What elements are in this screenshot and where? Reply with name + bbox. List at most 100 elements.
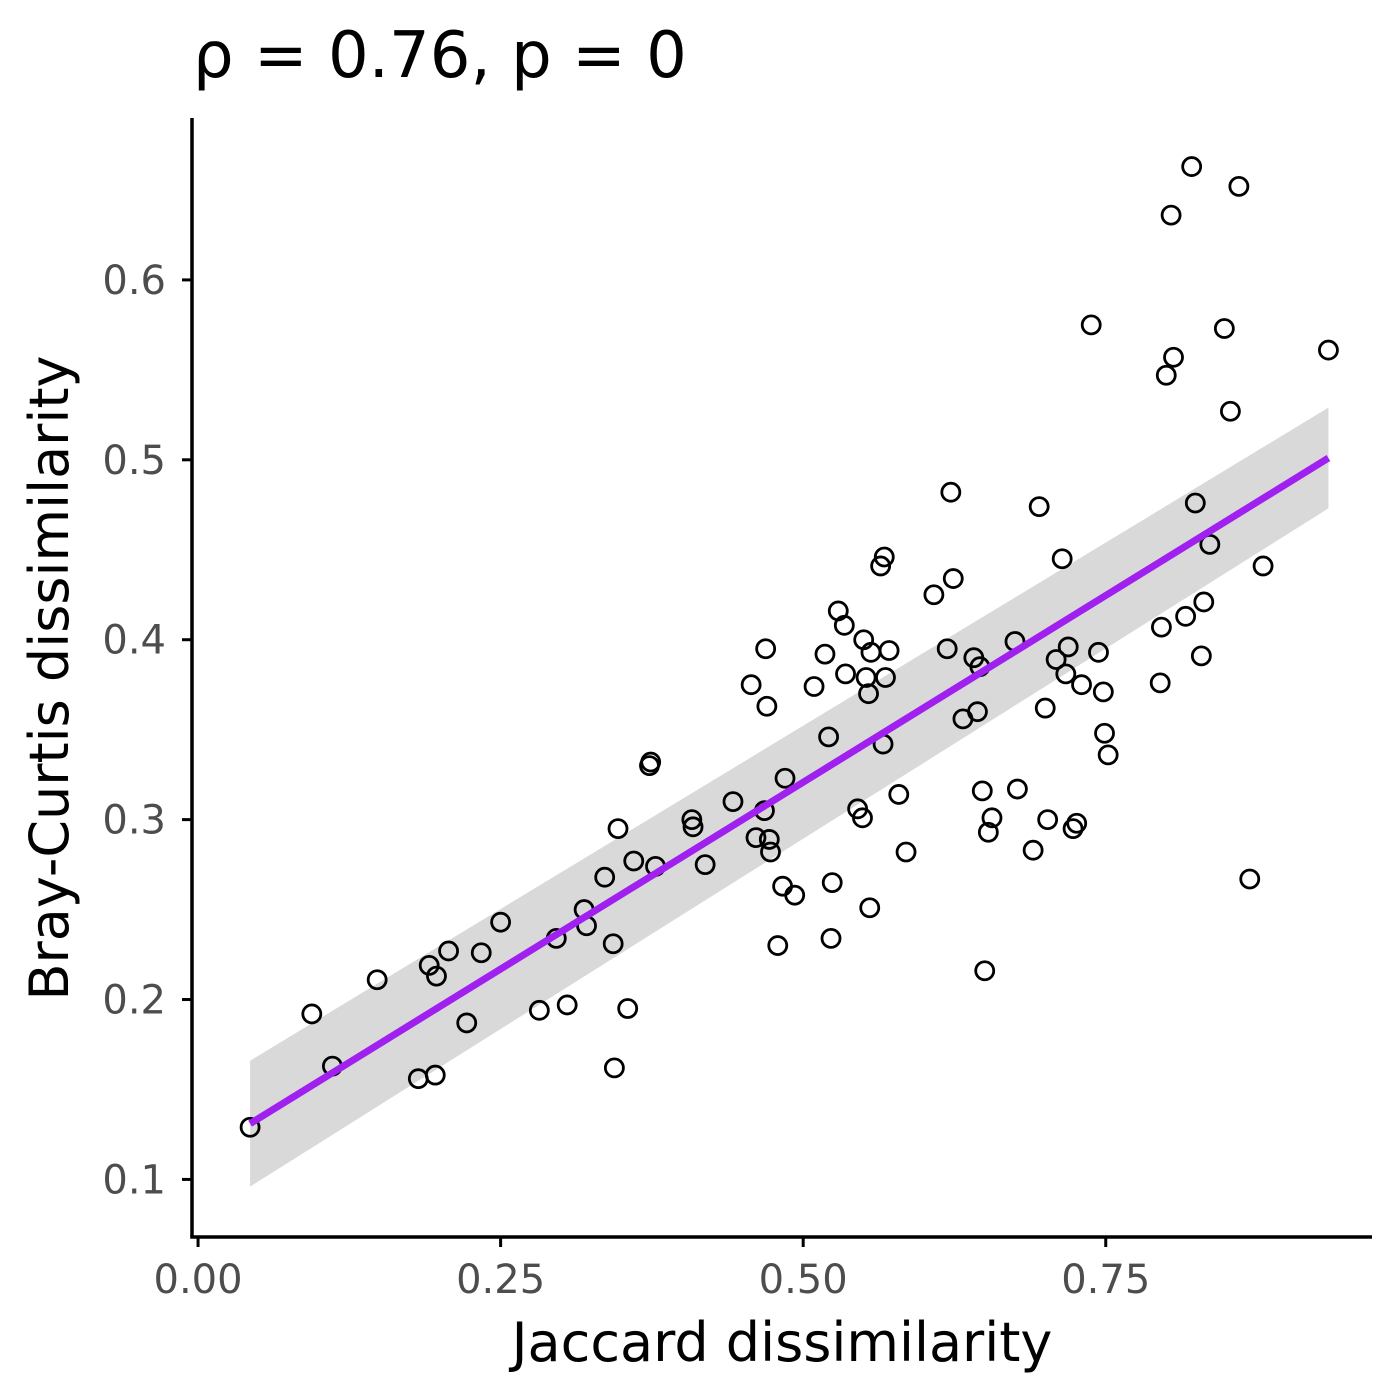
data-point xyxy=(977,821,999,843)
data-point xyxy=(767,935,789,956)
data-point xyxy=(1184,492,1206,514)
data-point xyxy=(940,481,962,503)
confidence-band xyxy=(250,407,1329,1187)
chart-title: ρ = 0.76, p = 0 xyxy=(193,19,687,93)
data-point xyxy=(528,999,550,1021)
y-tick-label: 0.4 xyxy=(102,618,166,664)
data-point xyxy=(895,841,917,863)
data-point xyxy=(784,884,806,906)
data-point xyxy=(803,676,825,697)
data-point xyxy=(623,850,645,872)
data-point xyxy=(681,809,703,831)
data-point xyxy=(1151,616,1172,638)
data-point xyxy=(1034,697,1056,719)
data-point xyxy=(1228,175,1250,197)
y-tick-label: 0.1 xyxy=(102,1157,166,1203)
y-axis-title: Bray-Curtis dissimilarity xyxy=(18,355,81,1000)
data-point xyxy=(556,994,578,1016)
data-point xyxy=(1071,674,1092,696)
data-point xyxy=(974,960,996,982)
data-point xyxy=(1149,672,1171,694)
data-point xyxy=(858,683,879,705)
data-point xyxy=(1190,645,1212,667)
regression-line xyxy=(248,455,1331,1127)
data-point xyxy=(755,638,777,660)
data-point xyxy=(923,584,945,606)
data-point xyxy=(818,726,839,748)
data-point xyxy=(301,1003,323,1025)
data-point xyxy=(942,568,964,589)
data-point xyxy=(1155,364,1177,386)
data-point xyxy=(1022,839,1044,861)
data-point xyxy=(1252,555,1274,577)
data-point xyxy=(772,875,794,897)
data-point xyxy=(1066,812,1088,834)
data-point xyxy=(1193,591,1215,613)
data-point xyxy=(426,965,447,987)
y-tick-label: 0.3 xyxy=(102,798,166,844)
data-point xyxy=(1239,868,1261,890)
data-points xyxy=(239,156,1339,1138)
data-point xyxy=(981,807,1003,829)
data-point xyxy=(1055,663,1077,685)
data-point xyxy=(490,911,512,933)
y-tick-label: 0.2 xyxy=(102,978,166,1024)
data-point xyxy=(456,1012,478,1034)
x-tick-label: 0.75 xyxy=(1061,1257,1150,1303)
data-point xyxy=(745,827,767,849)
data-point xyxy=(1051,548,1073,570)
data-point xyxy=(1199,533,1221,555)
data-point xyxy=(820,927,842,949)
data-point xyxy=(1006,778,1028,800)
data-point xyxy=(366,969,388,991)
data-point xyxy=(1057,636,1079,658)
data-point xyxy=(888,784,910,805)
data-point xyxy=(936,638,958,660)
data-point xyxy=(852,807,873,829)
data-point xyxy=(833,614,855,636)
data-point xyxy=(1080,314,1102,336)
data-point xyxy=(722,791,744,813)
data-point xyxy=(971,780,993,802)
data-point xyxy=(602,933,624,955)
x-tick-label: 0.50 xyxy=(759,1257,848,1303)
data-point xyxy=(1181,156,1203,177)
data-point xyxy=(603,1057,625,1079)
data-point xyxy=(756,695,778,717)
data-point xyxy=(682,816,704,838)
data-point xyxy=(875,667,896,688)
data-point xyxy=(424,1064,446,1086)
data-point xyxy=(617,998,639,1019)
data-point xyxy=(1088,641,1109,663)
data-point xyxy=(1175,605,1197,627)
data-point xyxy=(694,854,716,875)
data-point xyxy=(1160,204,1182,226)
data-point xyxy=(1163,346,1184,368)
data-point xyxy=(607,818,629,840)
data-point xyxy=(1094,722,1115,744)
plot-area xyxy=(239,156,1339,1187)
data-point xyxy=(594,866,616,888)
data-point xyxy=(470,942,492,964)
y-axis-ticks: 0.1 0.2 0.3 0.4 0.5 0.6 xyxy=(102,258,192,1203)
data-point xyxy=(760,841,781,863)
data-point xyxy=(1092,681,1114,703)
data-point xyxy=(758,829,780,850)
data-point xyxy=(438,940,459,962)
data-point xyxy=(873,546,895,568)
y-tick-label: 0.6 xyxy=(102,258,166,304)
data-point xyxy=(640,751,662,773)
data-point xyxy=(418,954,440,976)
data-point xyxy=(1045,649,1067,670)
x-axis-ticks: 0.00 0.25 0.50 0.75 xyxy=(154,1237,1150,1303)
data-point xyxy=(835,663,856,685)
data-point xyxy=(1028,496,1050,517)
x-tick-label: 0.25 xyxy=(456,1257,545,1303)
data-point xyxy=(1037,809,1059,831)
data-point xyxy=(1213,318,1235,339)
data-point xyxy=(1220,400,1241,422)
data-point xyxy=(239,1116,261,1138)
data-point xyxy=(870,555,892,577)
x-tick-label: 0.00 xyxy=(154,1257,243,1303)
